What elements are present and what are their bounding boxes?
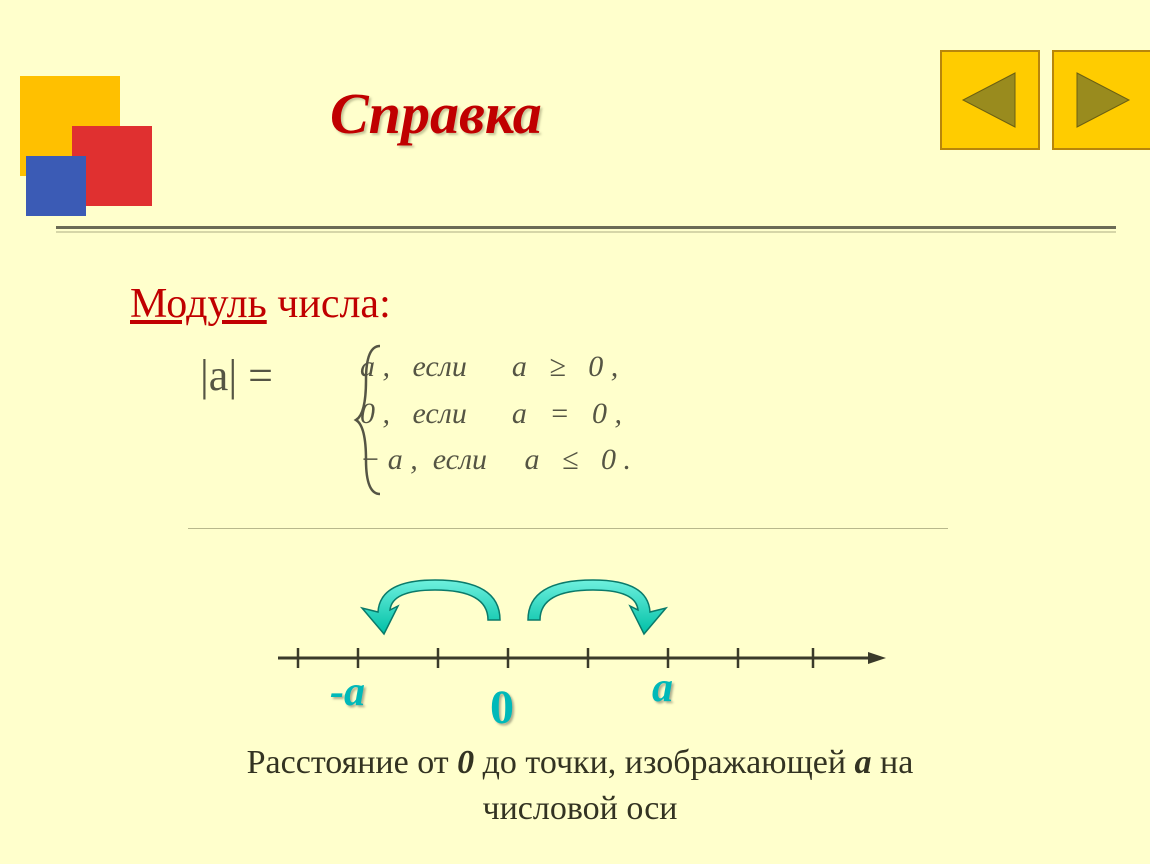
axis-label-neg-a: -a [330, 668, 365, 716]
axis-label-zero: 0 [490, 680, 514, 735]
def-a: а [855, 744, 872, 781]
def-zero: 0 [457, 744, 474, 781]
prev-button[interactable] [940, 50, 1040, 150]
curve-arrow-left-icon [350, 568, 522, 638]
horizontal-rule-dark [56, 226, 1116, 229]
case-row-2: 0 , если a = 0 , [360, 391, 631, 438]
axis-label-a: a [652, 664, 673, 712]
def-line2: числовой оси [482, 790, 677, 827]
heading-rest: числа: [267, 281, 391, 327]
formula-lhs: |a| = [200, 350, 273, 401]
definition-text: Расстояние от 0 до точки, изображающей а… [140, 740, 1020, 832]
number-line [278, 638, 888, 688]
arrow-right-icon [1067, 65, 1137, 135]
arrow-left-icon [955, 65, 1025, 135]
cases-definition: a , если a ≥ 0 , 0 , если a = 0 , − a , … [360, 344, 631, 484]
def-mid: до точки, изображающей [474, 744, 854, 781]
curve-arrow-right-icon [506, 568, 678, 638]
heading: Модуль числа: [130, 280, 391, 328]
horizontal-rule-light [56, 231, 1116, 233]
slide: Справка Модуль числа: |a| = a , если a ≥… [0, 0, 1150, 864]
def-post: на [872, 744, 914, 781]
slide-title: Справка [330, 80, 542, 147]
content-divider [188, 528, 948, 529]
heading-underlined: Модуль [130, 281, 267, 327]
next-button[interactable] [1052, 50, 1150, 150]
def-pre: Расстояние от [247, 744, 457, 781]
decor-blue-square [26, 156, 86, 216]
case-row-3: − a , если a ≤ 0 . [360, 437, 631, 484]
case-row-1: a , если a ≥ 0 , [360, 344, 631, 391]
